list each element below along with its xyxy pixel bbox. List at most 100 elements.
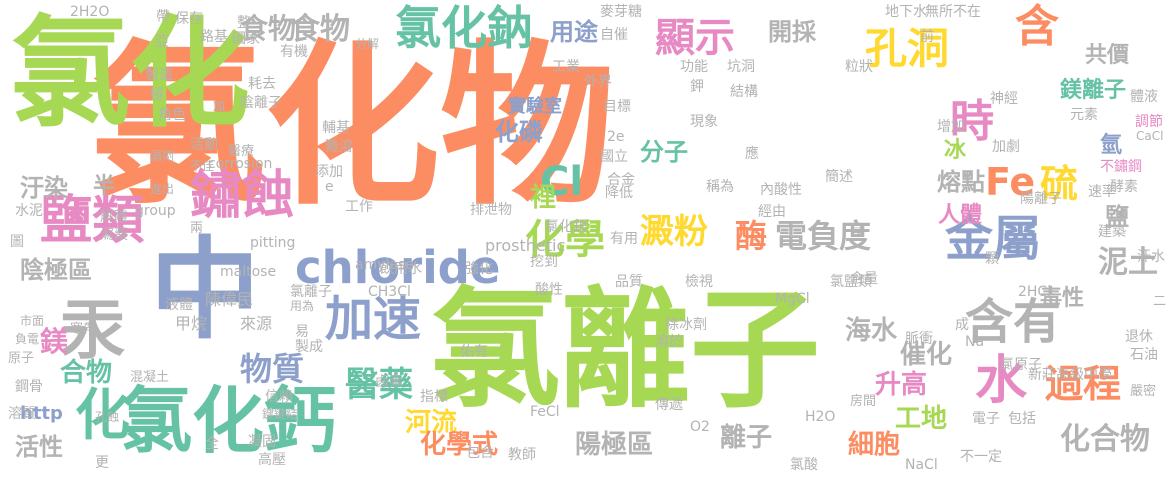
cloud-word: CH3Cl [368,284,411,300]
cloud-word: 瀉藥 [100,227,128,243]
cloud-word: 檢視 [685,274,713,290]
cloud-word: 目標 [603,99,631,115]
cloud-word: 稱為 [706,179,734,195]
cloud-word: 排泄物 [470,202,512,218]
cloud-word: 冰 [944,138,967,163]
cloud-word: 漏劑 [150,149,175,163]
cloud-word: 氯化物 [90,26,615,229]
cloud-word: 品質 [615,274,643,290]
cloud-word: maltose [220,264,277,280]
cloud-word: 汞 [60,293,126,368]
cloud-word: 工業 [552,59,580,75]
cloud-word: 用途 [550,18,598,46]
cloud-word: NaCl [905,457,938,473]
cloud-word: 亞 [155,34,169,50]
cloud-word: 二 [1153,294,1167,309]
cloud-word: 人體 [938,203,983,228]
cloud-word: 強化 [465,261,493,277]
cloud-word: 顯示 [655,15,735,61]
cloud-word: pitting [250,235,296,251]
cloud-word: 中 [150,226,260,354]
cloud-word: 化學式 [420,430,499,460]
cloud-word: 應 [745,146,759,162]
cloud-word: 孔蝕 [95,410,120,424]
cloud-word: 加速 [325,291,422,347]
cloud-word: 時 [950,96,994,147]
cloud-word: 離子 [720,423,773,453]
cloud-word: 氫 [1100,133,1123,158]
cloud-word: 電子 [972,411,1000,427]
cloud-word: 麥芽糖 [600,4,642,20]
cloud-word: 前 [920,29,934,45]
cloud-word: 保存 [175,11,203,27]
cloud-word: 身 [850,224,864,240]
cloud-word: 酸性 [535,282,563,298]
cloud-word: 降低 [605,185,633,201]
cloud-word: 氯離子 [430,274,821,426]
cloud-word: 水 [975,351,1028,411]
cloud-word: MgCl [775,291,810,307]
cloud-word: 用為 [290,299,315,313]
cloud-word: 顆 [985,251,999,267]
cloud-word: 陽離子 [1020,191,1062,207]
cloud-word: 信賴 [265,389,293,405]
cloud-word: 水泥 [15,203,43,219]
cloud-word: 汗水 [1137,249,1165,265]
cloud-word: 不一定 [960,449,1002,465]
cloud-word: 裡 [530,183,557,213]
cloud-word: 工地 [895,404,948,434]
cloud-word: 加劇 [992,139,1020,155]
cloud-word: 粒狀 [845,59,873,75]
cloud-word: 高壓 [258,452,286,468]
cloud-word: 房間 [850,394,877,409]
cloud-word: 半 [93,174,116,199]
cloud-word: 氯原子 [1000,357,1042,373]
cloud-word: 來源 [240,314,273,333]
cloud-word: 氯鹽類 [830,274,872,290]
cloud-word: 原子 [8,351,35,366]
cloud-word: 河流 [405,408,458,438]
cloud-word: 海水 [845,316,898,346]
cloud-word: 不鏽鋼 [1100,159,1142,175]
cloud-word: 角色 [158,107,186,123]
cloud-word: 陰離子 [240,95,282,111]
cloud-word: 佑有 [460,344,488,360]
cloud-word: 合金 [607,172,635,188]
cloud-word: 無所不在 [925,4,981,20]
cloud-word: 加 [213,99,226,113]
cloud-word: 鍵鍵結 [262,407,299,421]
cloud-word: 合物 [60,358,113,388]
cloud-word: 全 [205,436,219,452]
cloud-word: 鎂離子 [1060,78,1127,103]
cloud-word: 氯酸 [790,457,818,473]
cloud-word: 整 [237,15,251,31]
cloud-word: 脈衝 [905,331,933,347]
cloud-word: 溶於 [655,334,683,350]
cloud-word: 氯化 [10,5,250,144]
cloud-word: 工作 [345,199,373,215]
cloud-word: 教師 [508,447,536,463]
cloud-word: 挖到 [530,254,558,270]
cloud-word: 有用 [610,231,638,247]
cloud-word: 食物 [290,12,350,47]
cloud-word: 地下水 [885,4,927,20]
cloud-word: 催化 [900,340,953,370]
cloud-word: 混凝土 [130,370,170,385]
cloud-word: 耗去 [248,76,276,92]
cloud-word: CaCl [1136,129,1164,143]
cloud-word: group [135,203,176,219]
cloud-word: 汙染 [20,174,68,202]
cloud-word: 金屬 [945,211,1042,267]
cloud-word: H2O [805,409,836,425]
cloud-word: 化學 [525,217,605,263]
cloud-word: e [325,179,334,195]
cloud-word: 化合物 [1060,422,1150,457]
cloud-word: 澱粉 [640,212,708,252]
cloud-word: 陽極區 [575,430,654,460]
cloud-word: 細胞 [848,430,901,460]
cloud-word: 自催 [600,27,628,43]
cloud-word: 製造 [145,67,173,83]
cloud-word: 陰極區 [20,256,92,284]
cloud-word: 實驗室 [508,96,562,117]
cloud-word: 鏽蝕 [190,166,295,226]
